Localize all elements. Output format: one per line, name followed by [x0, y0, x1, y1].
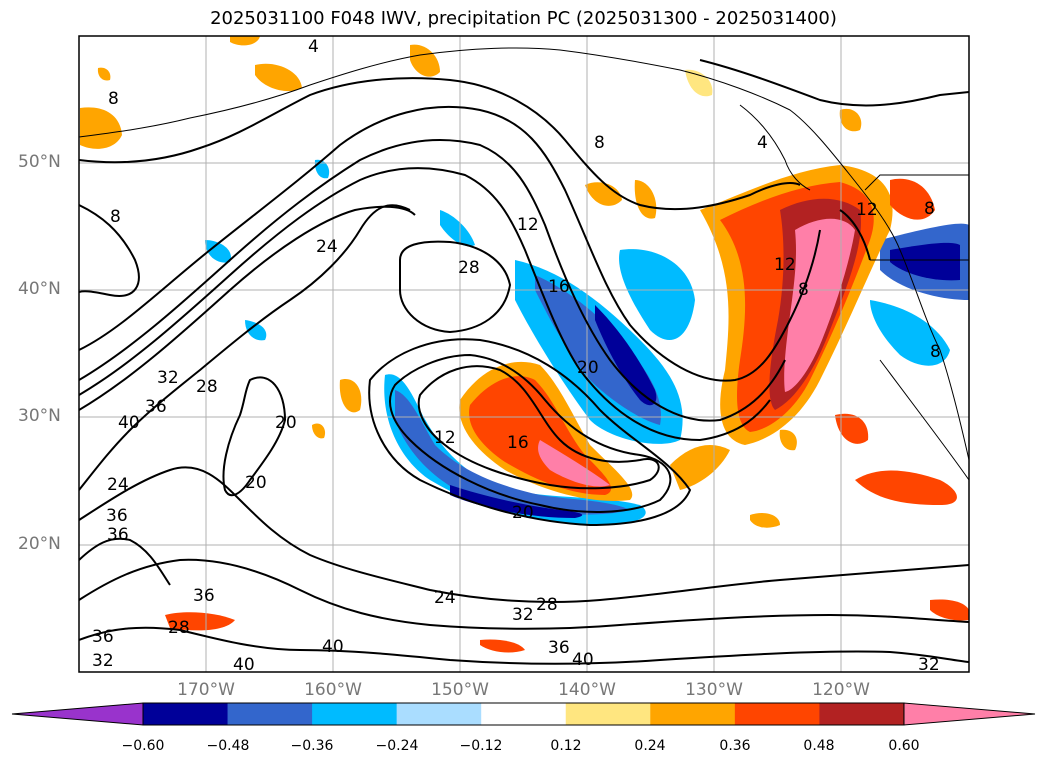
colorbar-segment [481, 703, 567, 725]
contour-label: 40 [118, 413, 140, 433]
contour-label: 28 [196, 377, 218, 397]
colorbar-tick-label: 0.60 [888, 738, 920, 754]
contour-label: 36 [92, 627, 114, 647]
contour-label: 16 [507, 433, 529, 453]
contour-label: 40 [572, 650, 594, 670]
longitude-label: 130°W [685, 680, 743, 700]
contour-label: 32 [512, 605, 534, 625]
colorbar-tick-label: 0.12 [550, 738, 582, 754]
contour-label: 12 [774, 255, 796, 275]
colorbar-segment [819, 703, 905, 725]
contour-label: 40 [233, 655, 255, 675]
contour-label: 24 [316, 237, 338, 257]
contour-label: 36 [107, 525, 129, 545]
colorbar-tick-label: −0.60 [121, 738, 165, 754]
colorbar-tick-label: 0.36 [719, 738, 751, 754]
contour-label: 32 [92, 651, 114, 671]
contour-label: 28 [458, 258, 480, 278]
contour-label: 20 [245, 473, 267, 493]
contour-label: 36 [193, 586, 215, 606]
contour-label: 24 [434, 588, 456, 608]
colorbar-tick-label: −0.12 [459, 738, 503, 754]
longitude-label: 140°W [558, 680, 616, 700]
contour-label: 28 [536, 595, 558, 615]
negative-anomaly-band [205, 159, 969, 525]
longitude-label: 170°W [177, 680, 235, 700]
latitude-label: 40°N [18, 279, 61, 299]
longitude-label: 160°W [304, 680, 362, 700]
contour-label: 12 [434, 428, 456, 448]
contour-label: 24 [107, 475, 129, 495]
contour-label: 36 [106, 506, 128, 526]
contour-label: 16 [548, 277, 570, 297]
latitude-label: 30°N [18, 406, 61, 426]
colorbar-extend-low [11, 702, 144, 726]
colorbar-segment [565, 703, 651, 725]
map-plot-area [79, 36, 969, 672]
colorbar [11, 702, 1036, 726]
latitude-label: 50°N [18, 152, 61, 172]
iwv-contours [79, 59, 969, 665]
contour-label: 8 [594, 133, 605, 153]
contour-label: 40 [322, 637, 344, 657]
chart-title: 2025031100 F048 IWV, precipitation PC (2… [210, 8, 837, 29]
colorbar-segment [734, 703, 820, 725]
map-frame [78, 35, 970, 673]
contour-label: 8 [930, 342, 941, 362]
colorbar-segment [143, 703, 229, 725]
colorbar-segment [312, 703, 398, 725]
contour-label: 8 [798, 280, 809, 300]
colorbar-segment [396, 703, 482, 725]
contour-label: 12 [856, 200, 878, 220]
colorbar-tick-label: −0.24 [375, 738, 419, 754]
contour-label: 20 [577, 358, 599, 378]
contour-label: 12 [517, 215, 539, 235]
colorbar-tick-label: 0.24 [634, 738, 666, 754]
colorbar-tick-label: 0.48 [803, 738, 835, 754]
contour-label-group: 8 8 12 16 20 28 24 32 36 28 40 36 20 20 … [92, 37, 941, 675]
longitude-label: 150°W [431, 680, 489, 700]
colorbar-segment [227, 703, 313, 725]
contour-label: 36 [548, 638, 570, 658]
contour-label: 28 [168, 618, 190, 638]
contour-label: 4 [757, 133, 768, 153]
colorbar-extend-high [903, 702, 1036, 726]
colorbar-tick-label: −0.48 [206, 738, 250, 754]
contour-label: 8 [924, 199, 935, 219]
contour-label: 20 [512, 503, 534, 523]
colorbar-segment [650, 703, 736, 725]
contour-label: 8 [110, 207, 121, 227]
contour-label: 20 [275, 413, 297, 433]
longitude-label: 120°W [812, 680, 870, 700]
contour-label: 32 [157, 368, 179, 388]
colorbar-frame [142, 702, 905, 726]
contour-label: 8 [108, 89, 119, 109]
coastlines [79, 47, 969, 481]
contour-label: 36 [145, 397, 167, 417]
graticule [79, 36, 969, 672]
colorbar-tick-label: −0.36 [290, 738, 334, 754]
latitude-label: 20°N [18, 534, 61, 554]
contour-label: 4 [308, 37, 319, 57]
contour-label: 32 [918, 655, 940, 675]
